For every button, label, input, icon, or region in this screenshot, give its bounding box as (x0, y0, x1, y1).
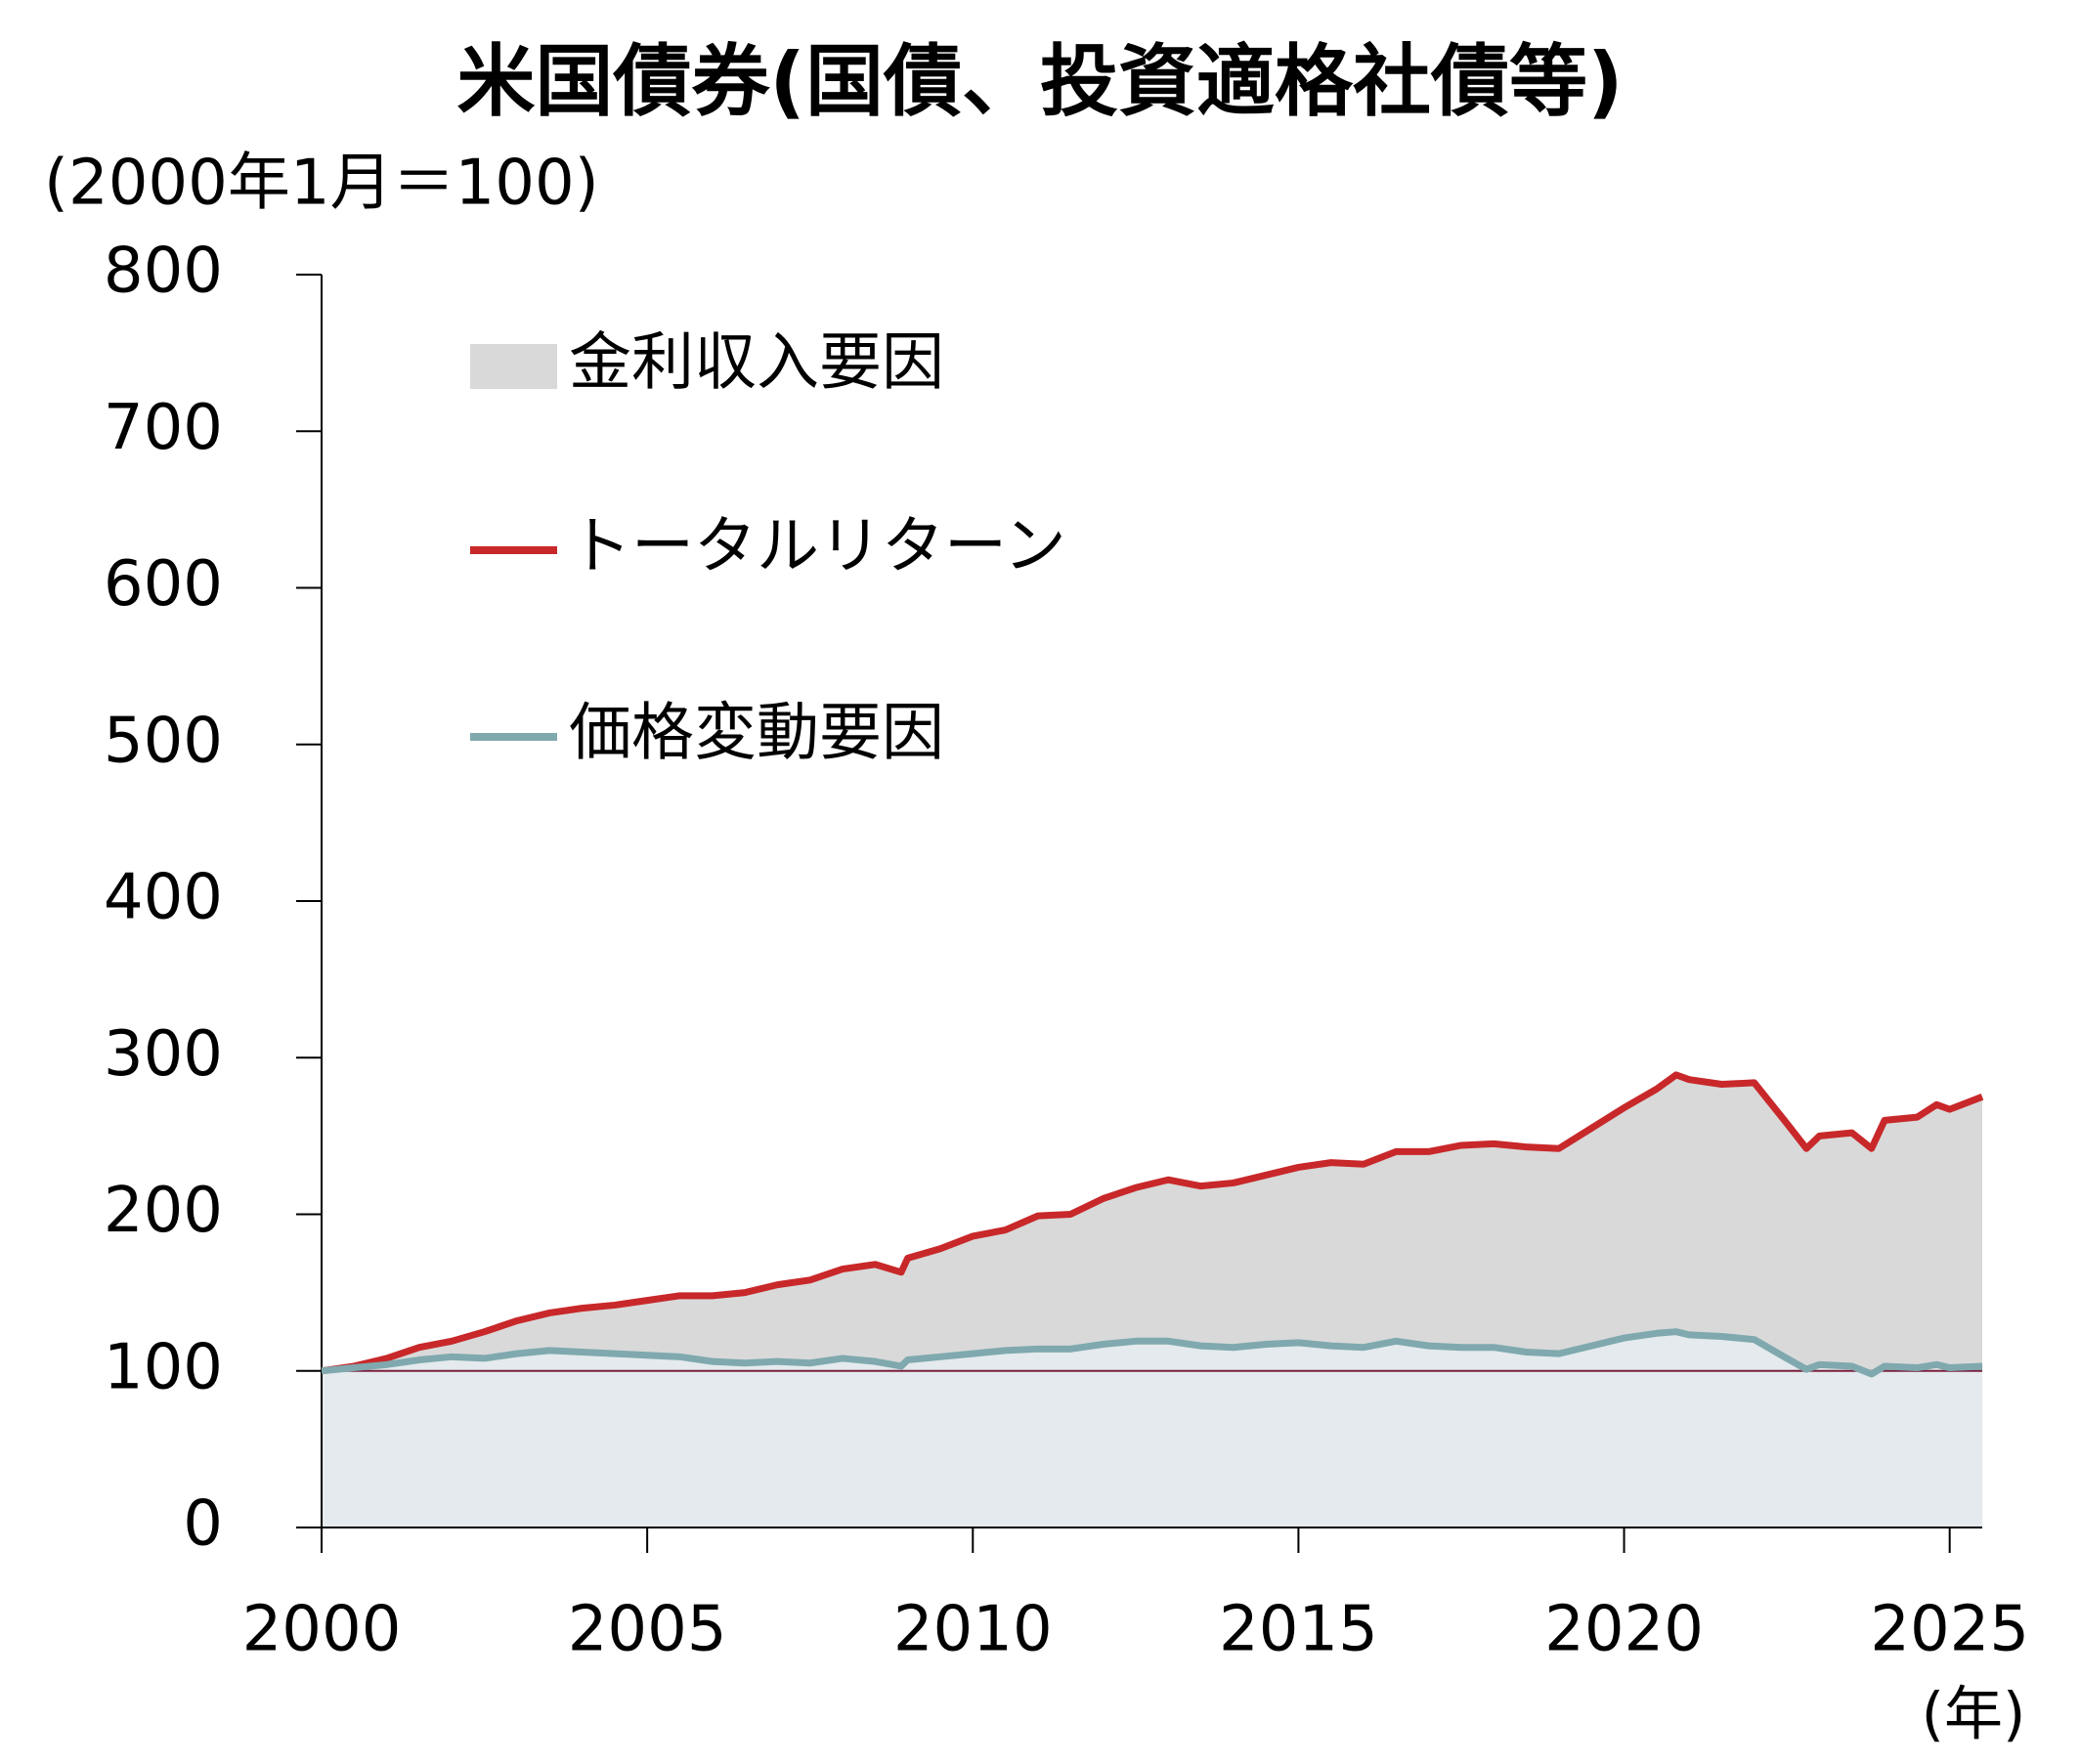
x-tick-label: 2020 (1544, 1594, 1704, 1666)
y-tick-label: 500 (104, 705, 223, 777)
x-axis-label: (年) (1922, 1681, 2026, 1749)
y-tick-label: 100 (104, 1331, 223, 1403)
income-band (322, 1074, 1982, 1374)
y-tick-label: 700 (104, 392, 223, 464)
y-tick-label: 300 (104, 1018, 223, 1091)
y-tick-label: 400 (104, 862, 223, 934)
base-area (322, 1331, 1982, 1527)
chart-title: 米国債券(国債、投資適格社債等) (456, 36, 1623, 127)
x-tick-label: 2000 (242, 1594, 402, 1666)
legend-label: 価格変動要因 (569, 698, 944, 770)
x-tick-label: 2010 (893, 1594, 1053, 1666)
y-axis-label: (2000年1月＝100) (44, 148, 599, 220)
x-tick-label: 2005 (568, 1594, 727, 1666)
y-tick-label: 800 (104, 236, 223, 308)
x-tick-label: 2025 (1870, 1594, 2029, 1666)
y-tick-label: 0 (183, 1488, 223, 1561)
series-line (321, 1328, 1983, 1378)
legend-label: トータルリターン (569, 511, 1066, 583)
y-tick-label: 200 (104, 1175, 223, 1247)
series-line (321, 1071, 1984, 1375)
x-tick-label: 2015 (1219, 1594, 1378, 1666)
legend-label: 金利収入要因 (569, 327, 944, 400)
legend-swatch (470, 344, 557, 389)
y-tick-label: 600 (104, 548, 223, 621)
